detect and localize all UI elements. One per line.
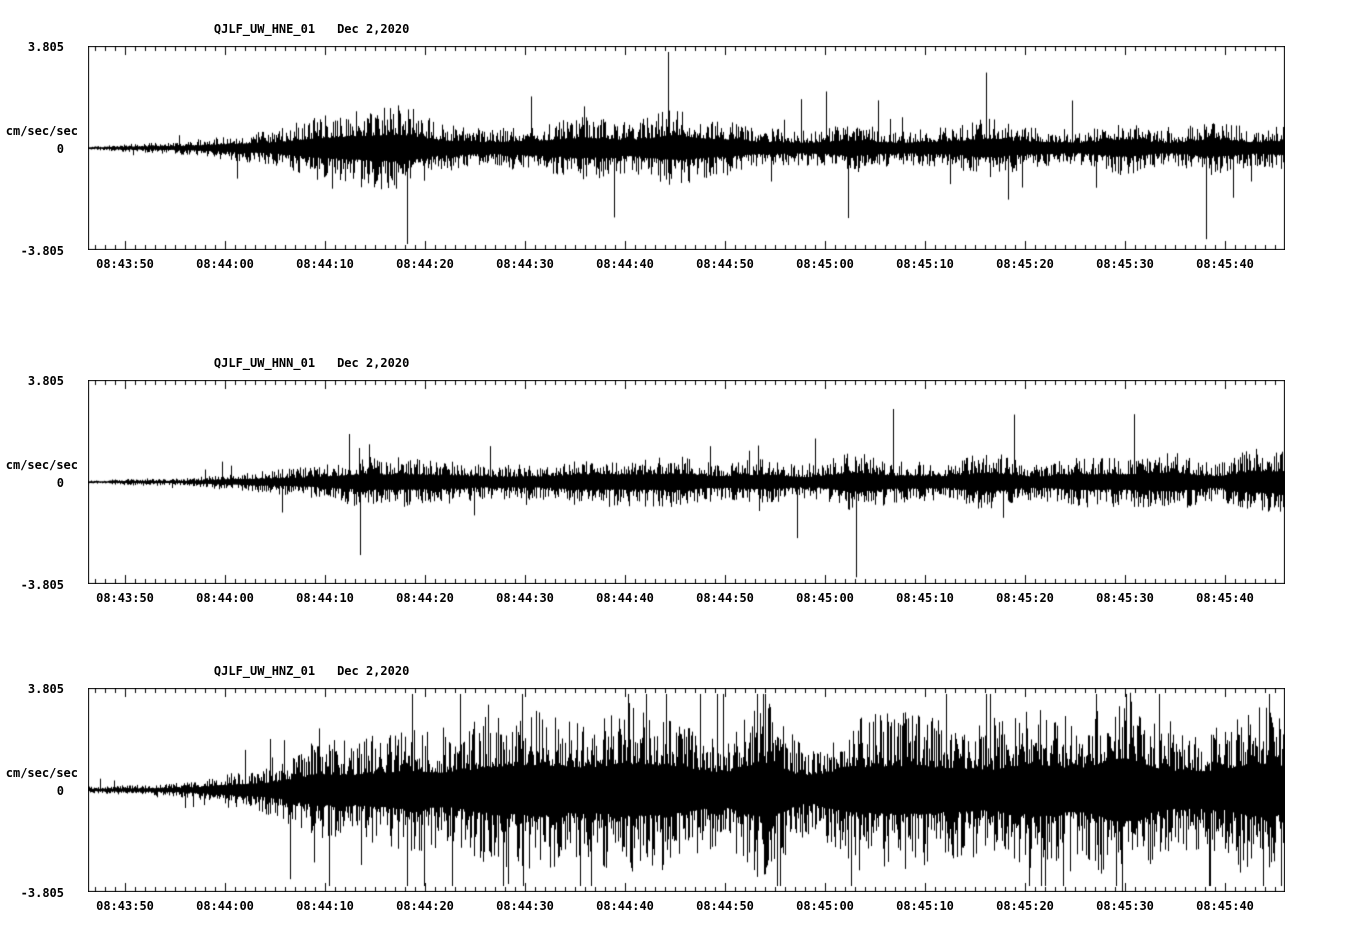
y-max-label: 3.805 xyxy=(27,40,64,54)
y-zero-label: 0 xyxy=(56,784,64,798)
x-tick-label: 08:44:20 xyxy=(396,899,454,913)
seismogram-canvas-hnz xyxy=(88,688,1285,892)
seismogram-canvas-hne xyxy=(88,46,1285,250)
x-tick-label: 08:44:10 xyxy=(296,899,354,913)
x-tick-label: 08:45:30 xyxy=(1096,257,1154,271)
trace-date-label: Dec 2,2020 xyxy=(337,22,410,36)
y-zero-label: 0 xyxy=(56,476,64,490)
x-tick-label: 08:44:00 xyxy=(196,591,254,605)
trace-title: QJLF_UW_HNN_01 Dec 2,2020 xyxy=(185,342,409,384)
y-units-label: cm/sec/sec xyxy=(5,124,78,138)
y-max-label: 3.805 xyxy=(27,374,64,388)
station-channel-label: QJLF_UW_HNN_01 xyxy=(213,356,316,370)
trace-panel-hnn: QJLF_UW_HNN_01 Dec 2,2020 3.805 cm/sec/se… xyxy=(0,342,1358,642)
station-channel-label: QJLF_UW_HNE_01 xyxy=(213,22,316,36)
x-tick-label: 08:44:20 xyxy=(396,257,454,271)
trace-date-label: Dec 2,2020 xyxy=(337,356,410,370)
x-axis-labels: 08:43:50 08:44:00 08:44:10 08:44:20 08:44:30… xyxy=(88,257,1285,273)
x-tick-label: 08:44:30 xyxy=(496,591,554,605)
y-min-label: -3.805 xyxy=(20,886,64,900)
x-tick-label: 08:45:30 xyxy=(1096,591,1154,605)
x-tick-label: 08:44:40 xyxy=(596,591,654,605)
trace-title: QJLF_UW_HNE_01 Dec 2,2020 xyxy=(185,8,409,50)
x-tick-label: 08:45:10 xyxy=(896,591,954,605)
station-channel-label: QJLF_UW_HNZ_01 xyxy=(213,664,316,678)
x-tick-label: 08:44:20 xyxy=(396,591,454,605)
x-tick-label: 08:45:10 xyxy=(896,899,954,913)
trace-panel-hnz: QJLF_UW_HNZ_01 Dec 2,2020 3.805 cm/sec/se… xyxy=(0,650,1358,950)
x-tick-label: 08:44:40 xyxy=(596,899,654,913)
x-tick-label: 08:44:30 xyxy=(496,257,554,271)
x-tick-label: 08:45:40 xyxy=(1196,257,1254,271)
x-tick-label: 08:43:50 xyxy=(96,257,154,271)
y-min-label: -3.805 xyxy=(20,244,64,258)
x-tick-label: 08:45:00 xyxy=(796,257,854,271)
x-tick-label: 08:45:00 xyxy=(796,591,854,605)
y-max-label: 3.805 xyxy=(27,682,64,696)
trace-title: QJLF_UW_HNZ_01 Dec 2,2020 xyxy=(185,650,409,692)
x-tick-label: 08:45:20 xyxy=(996,257,1054,271)
x-tick-label: 08:44:50 xyxy=(696,591,754,605)
seismogram-canvas-hnn xyxy=(88,380,1285,584)
x-tick-label: 08:45:10 xyxy=(896,257,954,271)
x-tick-label: 08:44:00 xyxy=(196,257,254,271)
x-axis-labels: 08:43:50 08:44:00 08:44:10 08:44:20 08:44:30… xyxy=(88,591,1285,607)
x-tick-label: 08:44:50 xyxy=(696,899,754,913)
x-axis-labels: 08:43:50 08:44:00 08:44:10 08:44:20 08:44:30… xyxy=(88,899,1285,915)
trace-panel-hne: QJLF_UW_HNE_01 Dec 2,2020 3.805 cm/sec/se… xyxy=(0,8,1358,308)
x-tick-label: 08:45:40 xyxy=(1196,591,1254,605)
x-tick-label: 08:45:40 xyxy=(1196,899,1254,913)
trace-date-label: Dec 2,2020 xyxy=(337,664,410,678)
x-tick-label: 08:44:00 xyxy=(196,899,254,913)
y-zero-label: 0 xyxy=(56,142,64,156)
x-tick-label: 08:44:30 xyxy=(496,899,554,913)
x-tick-label: 08:45:20 xyxy=(996,899,1054,913)
x-tick-label: 08:43:50 xyxy=(96,591,154,605)
y-units-label: cm/sec/sec xyxy=(5,766,78,780)
x-tick-label: 08:44:10 xyxy=(296,591,354,605)
x-tick-label: 08:45:00 xyxy=(796,899,854,913)
x-tick-label: 08:44:50 xyxy=(696,257,754,271)
seismogram-page: { "window": { "width": 1358, "height": 9… xyxy=(0,8,1358,913)
x-tick-label: 08:45:30 xyxy=(1096,899,1154,913)
y-units-label: cm/sec/sec xyxy=(5,458,78,472)
x-tick-label: 08:45:20 xyxy=(996,591,1054,605)
y-min-label: -3.805 xyxy=(20,578,64,592)
x-tick-label: 08:44:10 xyxy=(296,257,354,271)
x-tick-label: 08:43:50 xyxy=(96,899,154,913)
x-tick-label: 08:44:40 xyxy=(596,257,654,271)
